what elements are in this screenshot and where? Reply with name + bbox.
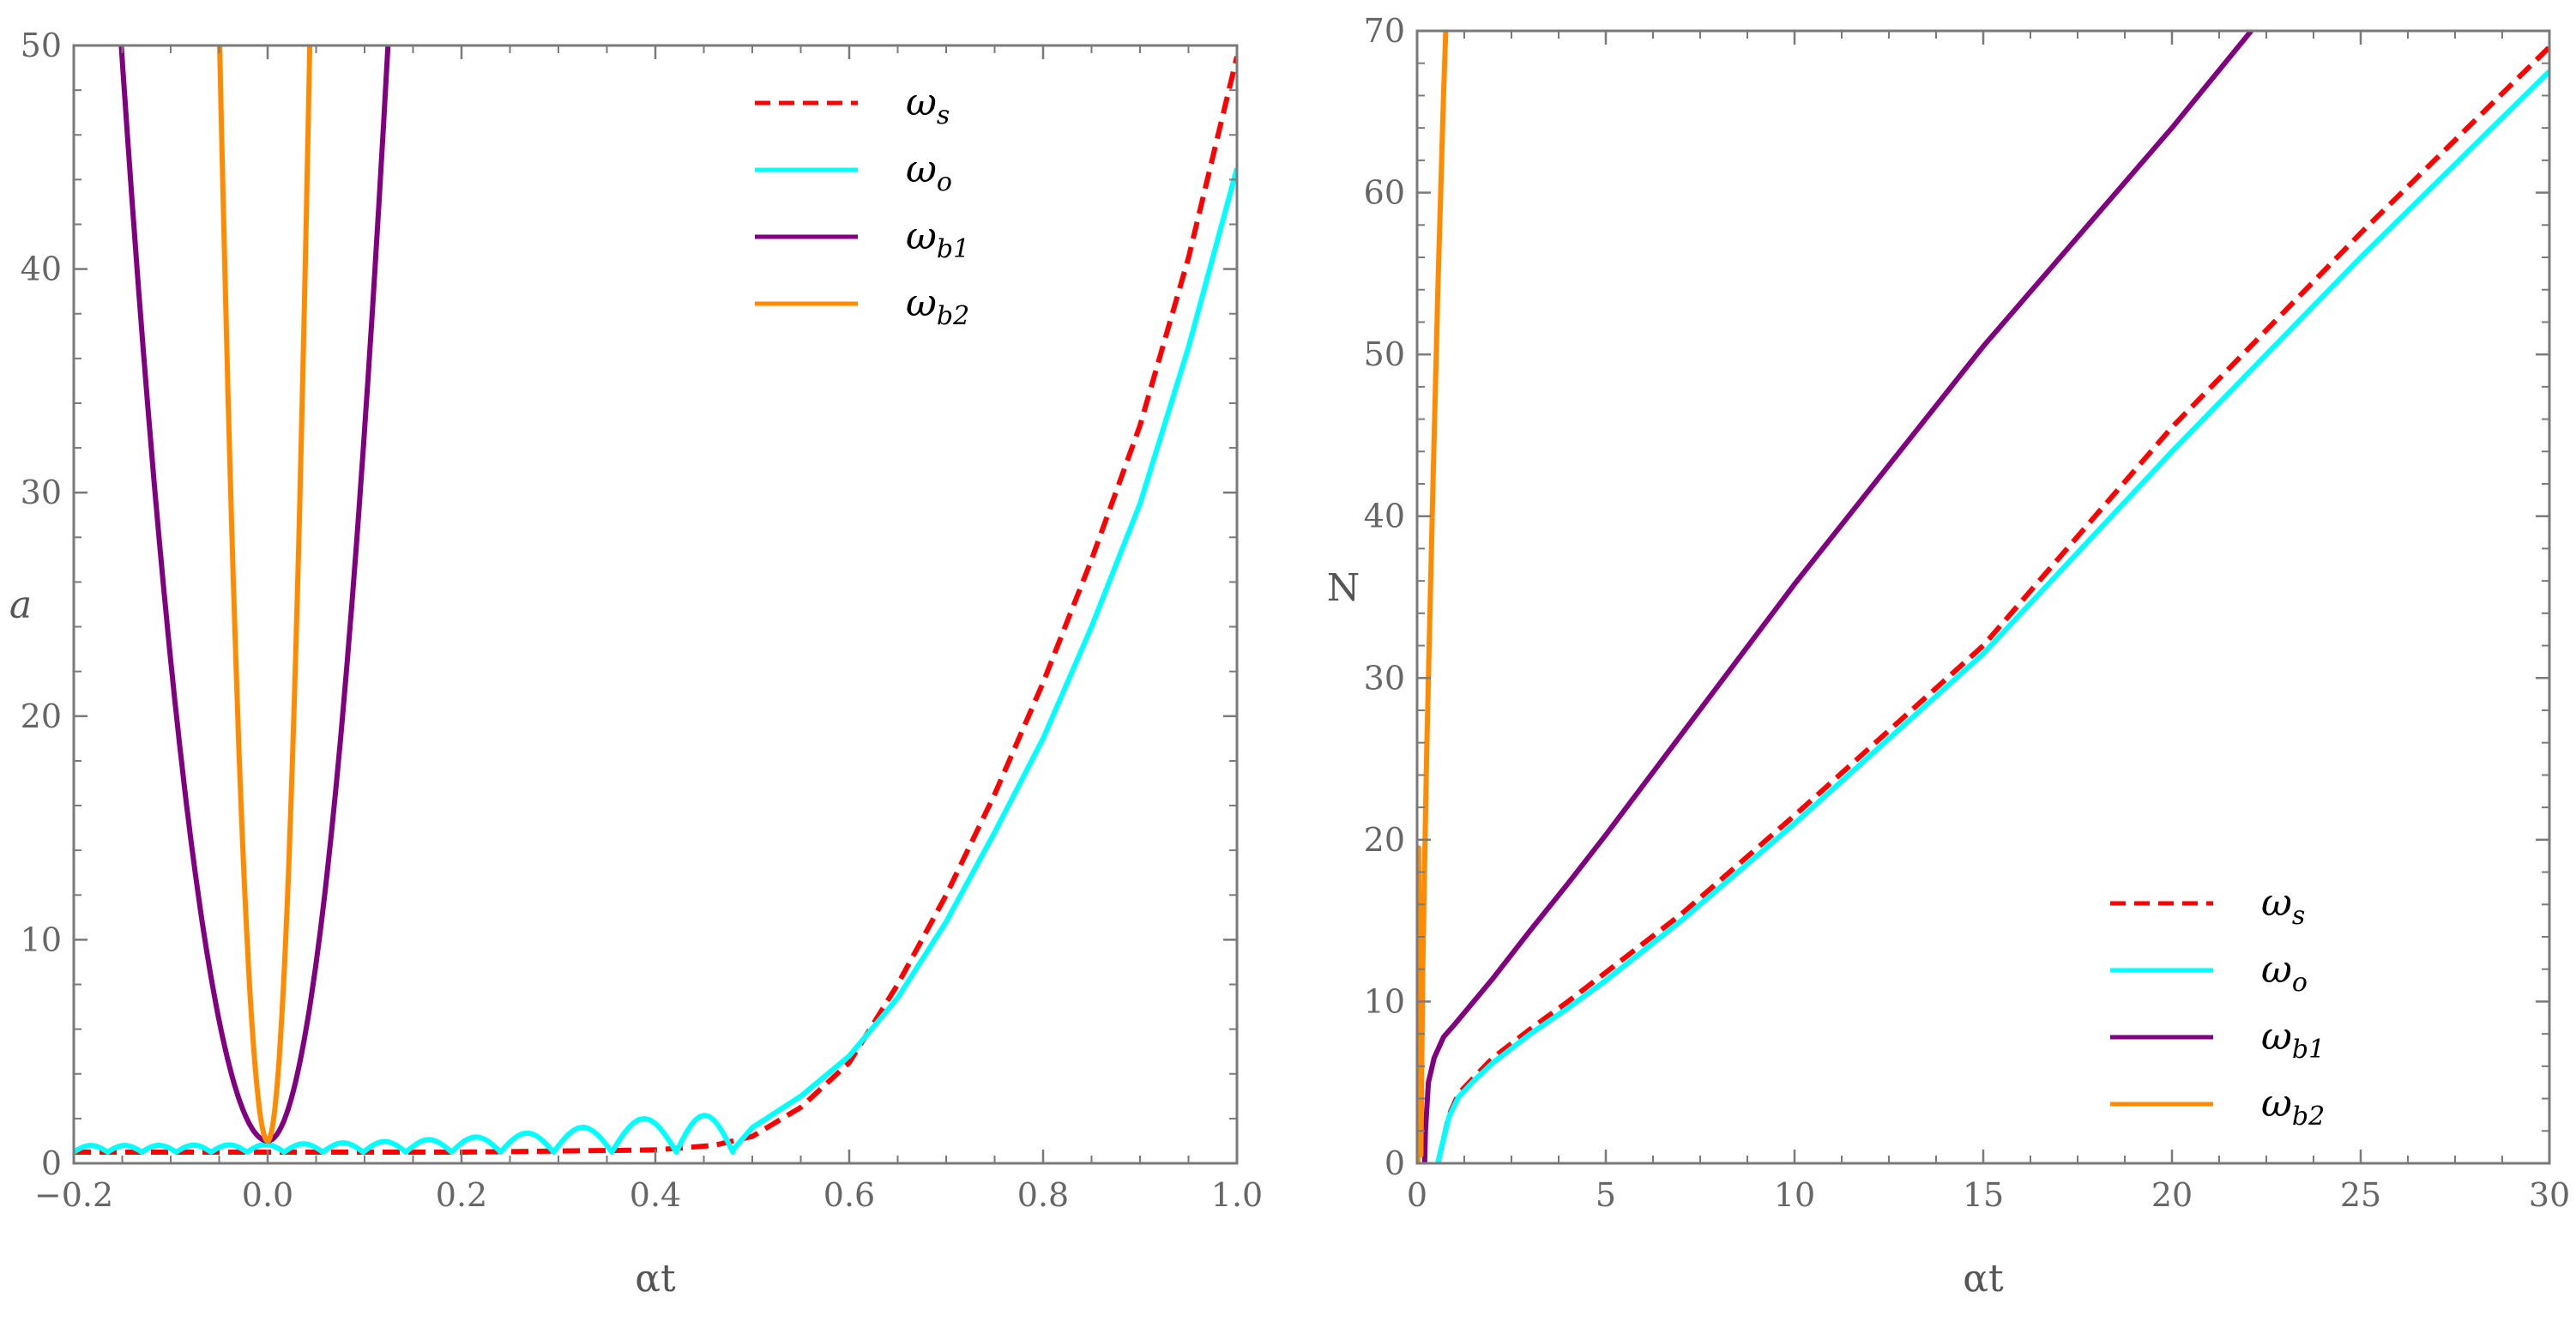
right-legend-label-o: ωo	[2261, 948, 2308, 998]
left-x-tick-label: 0.2	[436, 1176, 487, 1214]
right-series-line-b2	[1417, 31, 1449, 1163]
right-y-tick-label: 0	[1385, 1144, 1405, 1182]
left-legend-label-o: ωo	[906, 148, 952, 197]
left-legend: ωs ωo ωb1 ωb2	[755, 81, 969, 331]
left-chart: −0.2 0.0 0.2 0.4 0.6 0.8 1.0 0 10 20 30 40 50 αt a ω…	[9, 27, 1264, 1301]
right-legend-label-s: ωs	[2261, 881, 2305, 931]
left-series-line-b2	[217, 45, 313, 1144]
right-legend-label-b2: ωb2	[2261, 1082, 2325, 1132]
right-x-tick-label: 30	[2529, 1176, 2570, 1214]
right-y-tick-label: 10	[1364, 982, 1405, 1020]
left-y-tick-label: 20	[21, 697, 62, 735]
right-legend: ωs ωo ωb1 ωb2	[2110, 881, 2325, 1132]
left-legend-label-b1: ωb1	[906, 214, 969, 264]
right-x-tick-label: 5	[1596, 1176, 1616, 1214]
right-series-layer	[1417, 31, 2549, 1163]
left-y-tick-label: 30	[21, 474, 62, 511]
left-legend-label-s: ωs	[906, 81, 950, 130]
right-y-tick-label: 70	[1364, 12, 1405, 50]
right-tick-labels: 0 5 10 15 20 25 30 0 10 20 30 40 50 60 70	[1364, 12, 2571, 1214]
left-y-axis-label: a	[9, 583, 32, 627]
left-x-tick-label: 0.0	[242, 1176, 293, 1214]
left-tick-labels: −0.2 0.0 0.2 0.4 0.6 0.8 1.0 0 10 20 30 40 50	[21, 27, 1264, 1214]
right-series-line-b1	[1421, 31, 2253, 1163]
right-x-tick-label: 10	[1774, 1176, 1815, 1214]
left-y-tick-label: 50	[21, 27, 62, 64]
right-y-tick-label: 40	[1364, 498, 1405, 535]
left-x-tick-label: −0.2	[34, 1176, 113, 1214]
right-y-axis-label: N	[1327, 566, 1360, 610]
right-series-line-s	[1435, 45, 2549, 1163]
right-y-tick-label: 30	[1364, 659, 1405, 697]
right-x-tick-label: 20	[2151, 1176, 2193, 1214]
right-x-tick-label: 15	[1963, 1176, 2004, 1214]
right-y-tick-label: 20	[1364, 821, 1405, 859]
right-x-tick-label: 0	[1407, 1176, 1427, 1214]
left-y-tick-label: 10	[21, 921, 62, 958]
left-series-line-o	[74, 167, 1237, 1155]
left-x-axis-label: αt	[635, 1257, 676, 1301]
left-x-tick-label: 0.4	[630, 1176, 681, 1214]
right-legend-label-b1: ωb1	[2261, 1015, 2325, 1065]
left-y-tick-label: 0	[41, 1144, 62, 1182]
left-legend-label-b2: ωb2	[906, 281, 969, 331]
left-series-line-b1	[118, 45, 391, 1144]
right-y-tick-label: 50	[1364, 335, 1405, 373]
right-chart: 0 5 10 15 20 25 30 0 10 20 30 40 50 60 70 αt N ωs ωo ωb1…	[1327, 12, 2570, 1301]
left-x-tick-label: 0.6	[823, 1176, 875, 1214]
left-y-tick-label: 40	[21, 251, 62, 288]
right-series-line-o	[1435, 69, 2549, 1163]
left-x-tick-label: 0.8	[1017, 1176, 1069, 1214]
right-y-tick-label: 60	[1364, 174, 1405, 212]
right-x-tick-label: 25	[2340, 1176, 2381, 1214]
left-plot-frame	[72, 44, 1239, 1165]
left-x-tick-label: 1.0	[1211, 1176, 1263, 1214]
right-plot-frame	[1415, 29, 2551, 1165]
left-series-layer	[74, 45, 1237, 1155]
right-x-axis-label: αt	[1963, 1257, 2004, 1301]
